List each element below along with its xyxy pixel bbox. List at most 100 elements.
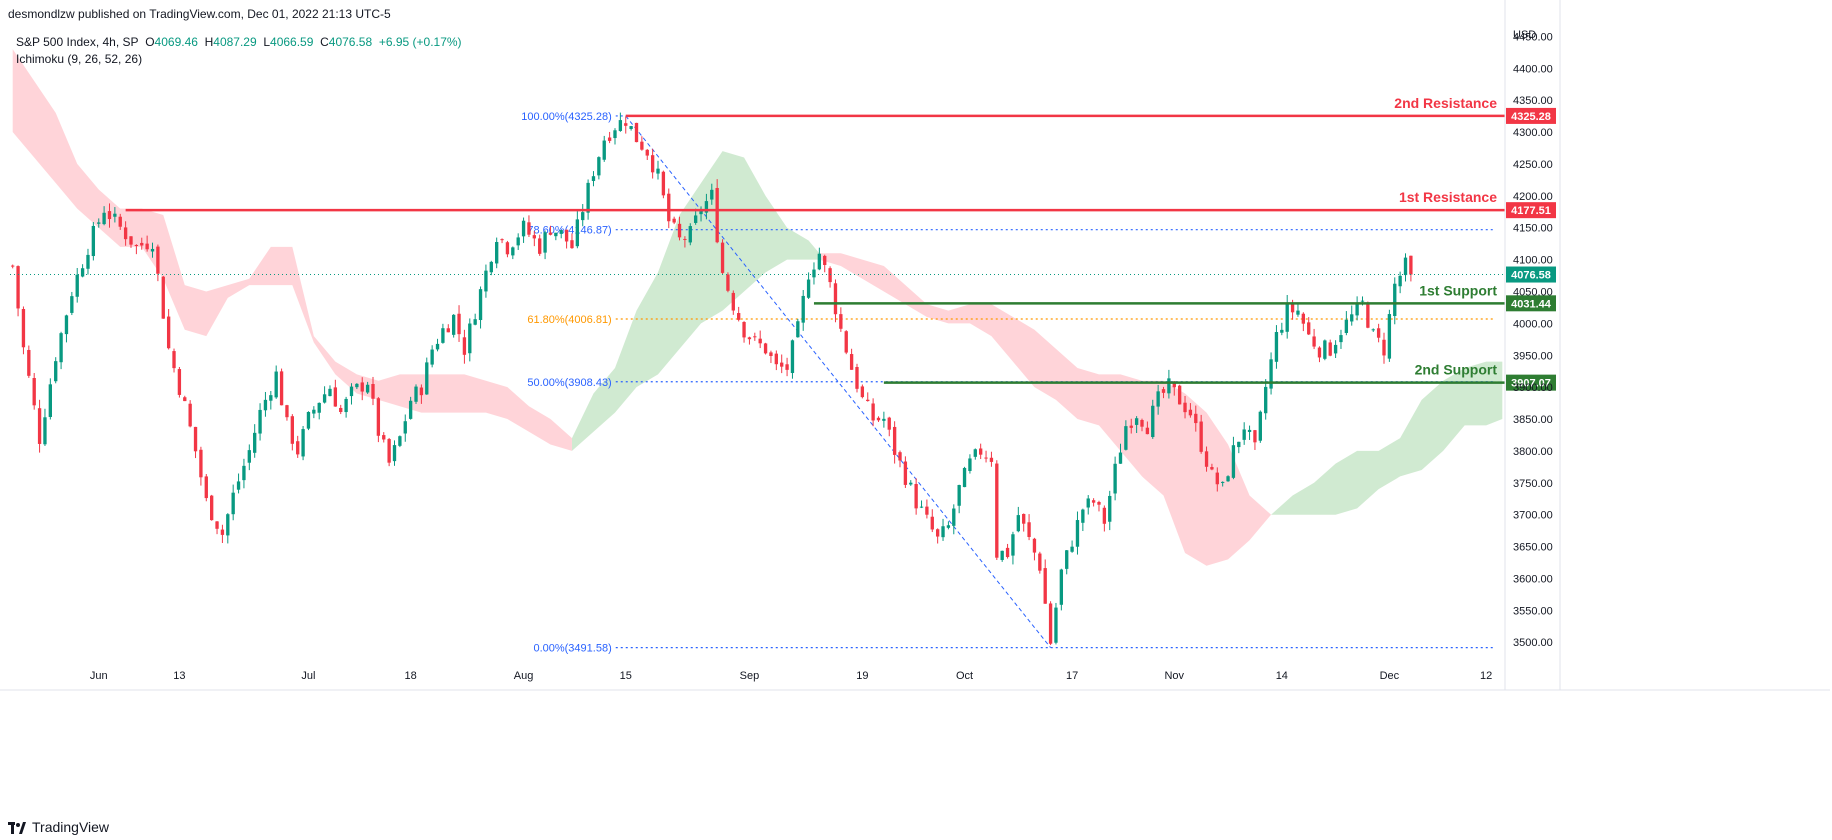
candle-body: [769, 352, 773, 356]
candle-body: [710, 189, 714, 200]
y-tick-label: 3650.00: [1513, 542, 1553, 554]
candles: [11, 112, 1413, 646]
candle-body: [1075, 520, 1080, 547]
fib-level-label: 61.80%(4006.81): [527, 314, 611, 326]
candle-body: [860, 386, 865, 398]
candle-body: [16, 266, 20, 309]
candle-body: [468, 323, 472, 354]
candle-body: [866, 399, 870, 402]
candle-body: [1151, 405, 1155, 438]
candle-body: [1065, 550, 1069, 569]
candle-body: [1086, 498, 1090, 508]
candle-body: [414, 386, 418, 402]
candle-body: [134, 245, 139, 247]
candle-body: [898, 452, 902, 461]
support-resistance-levels[interactable]: 4076.58 2nd Resistance 4325.28 1st Resistan…: [10, 95, 1556, 391]
candle-body: [801, 295, 805, 323]
open-label: O: [145, 35, 155, 49]
candle-body: [688, 226, 692, 243]
candle-body: [780, 362, 784, 367]
candle-body: [726, 274, 730, 291]
candle-body: [274, 371, 278, 398]
level-name-label: 1st Support: [1419, 282, 1497, 298]
candle-body: [296, 441, 300, 455]
candle-body: [1242, 429, 1246, 440]
candle-body: [376, 398, 381, 436]
low-value: 4066.59: [270, 35, 314, 49]
candle-body: [753, 336, 757, 338]
candle-body: [1043, 568, 1047, 604]
candle-body: [532, 235, 536, 239]
fib-level-label: 0.00%(3491.58): [533, 643, 611, 655]
y-tick-label: 3900.00: [1513, 382, 1553, 394]
candle-body: [129, 236, 133, 245]
candle-body: [306, 411, 311, 429]
last-price-label: 4076.58: [1511, 270, 1551, 282]
candle-body: [473, 319, 477, 325]
candle-body: [1350, 314, 1354, 322]
candle-body: [785, 364, 789, 370]
close-label: C: [320, 35, 329, 49]
candle-body: [462, 337, 467, 355]
y-tick-label: 4250.00: [1513, 159, 1553, 171]
candle-body: [425, 362, 429, 395]
candle-body: [629, 126, 633, 129]
candle-body: [1156, 391, 1160, 407]
x-tick-label: 13: [173, 670, 185, 682]
candle-body: [1081, 509, 1085, 523]
candle-body: [484, 270, 488, 292]
symbol-label[interactable]: S&P 500 Index, 4h, SP: [16, 35, 139, 49]
candle-body: [812, 269, 816, 278]
indicator-label[interactable]: Ichimoku (9, 26, 52, 26): [16, 52, 143, 66]
x-tick-label: 18: [405, 670, 417, 682]
candle-body: [930, 516, 934, 530]
candle-body: [1253, 430, 1257, 443]
candle-body: [1108, 495, 1112, 522]
candle-body: [1032, 538, 1037, 553]
candle-body: [107, 211, 112, 220]
candle-body: [995, 463, 999, 558]
candle-body: [1355, 302, 1359, 316]
level-price-label: 4177.51: [1511, 205, 1551, 217]
candle-body: [1409, 255, 1413, 275]
y-tick-label: 4000.00: [1513, 318, 1553, 330]
candle-body: [451, 314, 456, 335]
x-tick-label: 12: [1480, 670, 1492, 682]
candle-body: [1371, 329, 1375, 331]
candle-body: [543, 232, 547, 253]
low-label: L: [263, 35, 271, 49]
candle-body: [441, 328, 445, 343]
candle-body: [683, 238, 687, 240]
close-value: 4076.58: [328, 35, 373, 49]
candle-body: [86, 254, 90, 269]
candle-body: [64, 315, 69, 335]
axes: USD 3500.00 3550.00 3600.00 3650.00 3700.00 37…: [0, 0, 1830, 691]
candle-body: [97, 222, 101, 224]
cloud-bullish-1: [571, 151, 820, 451]
candle-body: [909, 482, 913, 485]
level-price-tag: [1506, 202, 1556, 219]
candle-body: [634, 122, 639, 143]
candle-body: [166, 316, 171, 349]
candle-body: [1296, 310, 1300, 315]
y-tick-label: 4150.00: [1513, 223, 1553, 235]
candle-body: [1301, 313, 1306, 324]
candle-body: [1177, 385, 1182, 405]
candle-body: [1328, 342, 1332, 356]
candle-body: [1204, 451, 1209, 467]
candle-body: [32, 378, 36, 406]
candle-body: [1317, 347, 1322, 358]
candle-body: [236, 481, 241, 490]
candle-body: [758, 338, 762, 344]
tradingview-brand[interactable]: TradingView: [8, 819, 109, 835]
candle-body: [1285, 303, 1289, 332]
candle-body: [946, 525, 951, 528]
candle-body: [360, 382, 364, 392]
candle-body: [1140, 419, 1144, 427]
candle-body: [677, 223, 682, 238]
x-tick-label: Aug: [514, 670, 534, 682]
candle-body: [1038, 553, 1042, 571]
candle-body: [478, 289, 483, 321]
candle-body: [1172, 381, 1176, 388]
